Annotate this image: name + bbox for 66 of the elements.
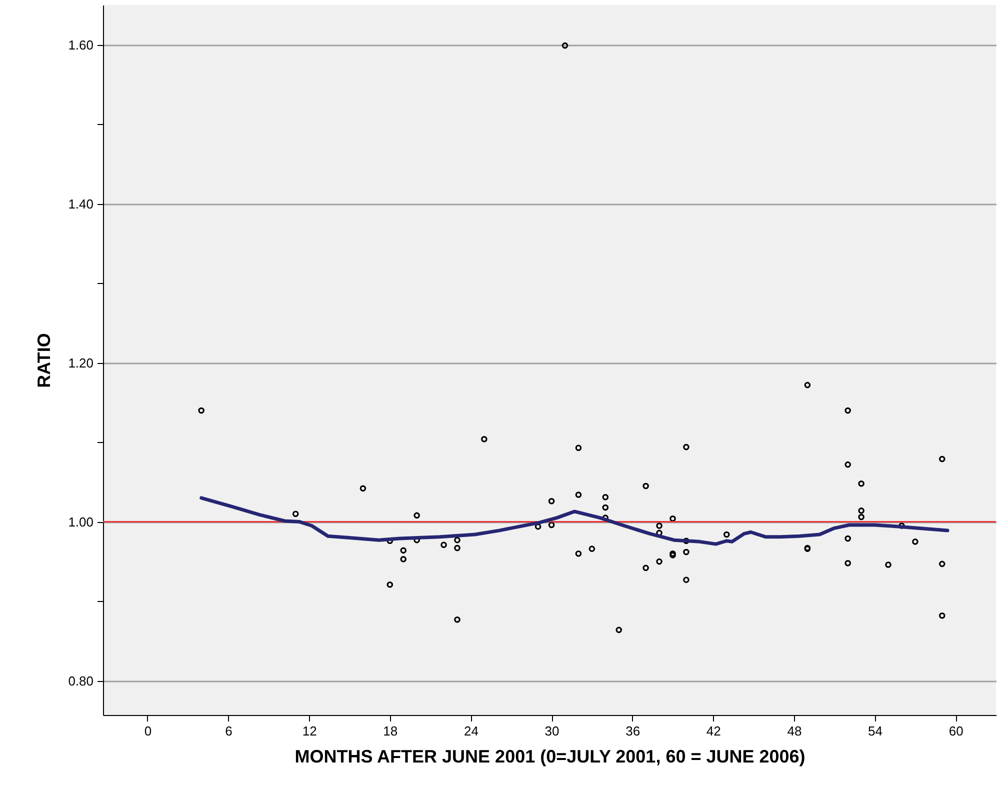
- point: [656, 522, 662, 529]
- y-tick-label: 1.40: [68, 196, 94, 212]
- point: [938, 456, 946, 462]
- point: [575, 492, 582, 498]
- point: [454, 536, 460, 544]
- point: [670, 550, 676, 557]
- point: [534, 523, 542, 530]
- point: [575, 550, 582, 557]
- point: [858, 508, 864, 514]
- point: [683, 548, 690, 556]
- x-tick-label: 24: [464, 724, 478, 738]
- x-tick-label: 42: [706, 724, 721, 738]
- point: [400, 556, 407, 562]
- point: [602, 504, 609, 511]
- x-tick-label: 60: [948, 724, 964, 738]
- point: [575, 444, 582, 451]
- point: [588, 546, 596, 552]
- x-tick-label: 30: [544, 724, 560, 738]
- point: [844, 560, 851, 566]
- point: [454, 616, 460, 623]
- point: [844, 535, 851, 542]
- y-axis-title: RATIO: [34, 333, 54, 388]
- point: [481, 436, 488, 442]
- x-tick-label: 6: [225, 724, 232, 738]
- line-series: [200, 496, 950, 546]
- point: [548, 522, 555, 528]
- point: [616, 626, 622, 634]
- y-tick-label: 1.20: [68, 355, 94, 370]
- point: [938, 560, 946, 568]
- x-tick-label: 48: [787, 724, 802, 738]
- x-tick-label: 36: [626, 724, 640, 738]
- point: [562, 42, 568, 49]
- point: [454, 544, 460, 552]
- point: [670, 552, 676, 558]
- point: [912, 538, 918, 545]
- x-tick-label: 12: [302, 724, 317, 738]
- point: [683, 576, 690, 583]
- point: [414, 512, 420, 519]
- point: [683, 444, 690, 450]
- point: [938, 612, 946, 619]
- point: [844, 461, 851, 468]
- point: [386, 581, 394, 588]
- y-tick-label: 1.60: [68, 37, 94, 52]
- point: [198, 407, 204, 414]
- point: [723, 531, 730, 538]
- point: [858, 514, 864, 520]
- x-axis-title: MONTHS AFTER JUNE 2001 (0=JULY 2001, 60 = JUNE 2006): [294, 746, 806, 766]
- point: [844, 407, 851, 414]
- y-tick-label: 1.00: [68, 514, 94, 530]
- x-tick-label: 0: [144, 724, 152, 738]
- point: [642, 482, 649, 490]
- x-tick-label: 18: [383, 724, 398, 738]
- point: [602, 494, 609, 500]
- point: [670, 515, 676, 522]
- x-tick-label: 54: [868, 724, 883, 738]
- point: [360, 485, 366, 492]
- point: [548, 498, 555, 504]
- point: [858, 480, 864, 487]
- point: [440, 542, 447, 548]
- point: [292, 510, 299, 517]
- y-tick-label: 0.80: [68, 673, 94, 688]
- point: [804, 382, 811, 388]
- point: [885, 562, 892, 568]
- point: [656, 558, 662, 565]
- point: [400, 547, 407, 554]
- point: [642, 564, 649, 572]
